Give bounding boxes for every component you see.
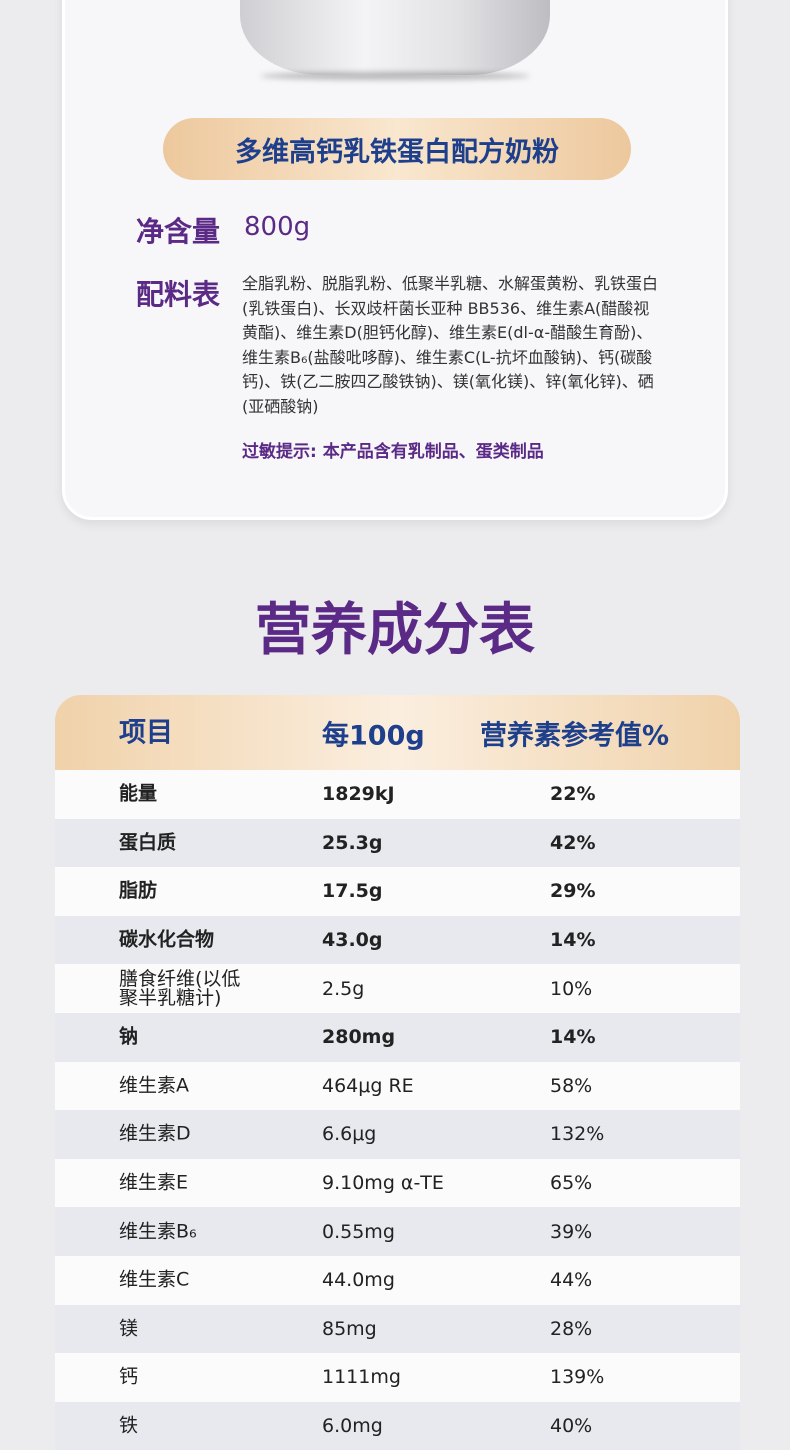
table-row: 碳水化合物 43.0g 14% <box>55 915 740 965</box>
per-100g-value: 2.5g <box>322 977 365 1000</box>
table-row: 钠 280mg 14% <box>55 1012 740 1062</box>
nutrient-name: 维生素C <box>119 1268 190 1291</box>
nrv-value: 42% <box>550 831 596 854</box>
ingredients-label: 配料表 <box>136 278 221 311</box>
per-100g-value: 1829kJ <box>322 783 395 806</box>
per-100g-value: 464μg RE <box>322 1074 414 1097</box>
nrv-value: 22% <box>550 783 596 806</box>
nutrient-name: 维生素E <box>119 1171 189 1194</box>
net-content-value: 800g <box>244 212 311 242</box>
per-100g-value: 17.5g <box>322 880 383 903</box>
product-can-image <box>240 0 550 75</box>
nrv-value: 58% <box>550 1074 593 1097</box>
nrv-value: 139% <box>550 1366 605 1389</box>
per-100g-value: 25.3g <box>322 831 383 854</box>
header-item: 项目 <box>119 717 173 748</box>
table-row: 维生素B₆ 0.55mg 39% <box>55 1207 740 1256</box>
nutrient-name: 脂肪 <box>119 879 158 902</box>
nutrient-name: 维生素B₆ <box>119 1220 197 1243</box>
nrv-value: 28% <box>550 1317 593 1340</box>
nutrient-name: 膳食纤维(以低聚半乳糖计) <box>119 967 241 1009</box>
product-info-card <box>62 0 728 520</box>
nrv-value: 29% <box>550 880 596 903</box>
nutrient-name: 蛋白质 <box>119 831 177 854</box>
nrv-value: 132% <box>550 1123 605 1146</box>
nutrient-name: 能量 <box>119 782 158 805</box>
nutrient-name: 碳水化合物 <box>119 928 215 951</box>
nutrient-name: 钠 <box>119 1025 139 1048</box>
nrv-value: 44% <box>550 1269 593 1292</box>
table-row: 铁 6.0mg 40% <box>55 1401 740 1450</box>
nrv-value: 39% <box>550 1220 593 1243</box>
per-100g-value: 0.55mg <box>322 1220 395 1243</box>
per-100g-value: 6.0mg <box>322 1415 383 1438</box>
per-100g-value: 85mg <box>322 1317 377 1340</box>
product-name-banner: 多维高钙乳铁蛋白配方奶粉 <box>163 118 631 180</box>
nutrient-name: 铁 <box>119 1414 139 1437</box>
per-100g-value: 9.10mg α-TE <box>322 1172 444 1195</box>
table-row: 维生素C 44.0mg 44% <box>55 1255 740 1305</box>
table-row: 镁 85mg 28% <box>55 1304 740 1354</box>
table-row: 钙 1111mg 139% <box>55 1353 740 1402</box>
table-row: 脂肪 17.5g 29% <box>55 867 740 916</box>
nrv-value: 14% <box>550 1026 596 1049</box>
nutrition-table: 项目 每100g 营养素参考值% 能量 1829kJ 22% 蛋白质 25.3g 42% 脂… <box>55 695 740 1450</box>
nutrient-name: 钙 <box>119 1365 139 1388</box>
table-row: 蛋白质 25.3g 42% <box>55 818 740 868</box>
per-100g-value: 43.0g <box>322 929 383 952</box>
nrv-value: 10% <box>550 977 593 1000</box>
nutrient-name: 镁 <box>119 1317 139 1340</box>
table-row: 能量 1829kJ 22% <box>55 770 740 819</box>
per-100g-value: 6.6μg <box>322 1123 377 1146</box>
can-shadow <box>260 72 530 80</box>
table-row: 维生素E 9.10mg α-TE 65% <box>55 1158 740 1208</box>
net-content-label: 净含量 <box>136 215 221 248</box>
table-row: 维生素D 6.6μg 132% <box>55 1110 740 1159</box>
header-per-100g: 每100g <box>322 720 425 751</box>
ingredients-text: 全脂乳粉、脱脂乳粉、低聚半乳糖、水解蛋黄粉、乳铁蛋白(乳铁蛋白)、长双歧杆菌长亚… <box>242 274 659 416</box>
nutrient-name: 维生素D <box>119 1122 191 1145</box>
nrv-value: 65% <box>550 1172 593 1195</box>
table-row: 膳食纤维(以低聚半乳糖计) 2.5g 10% <box>55 964 740 1013</box>
nrv-value: 14% <box>550 929 596 952</box>
per-100g-value: 280mg <box>322 1026 396 1049</box>
per-100g-value: 44.0mg <box>322 1269 395 1292</box>
nutrition-title: 营养成分表 <box>255 598 535 663</box>
allergy-warning: 过敏提示: 本产品含有乳制品、蛋类制品 <box>242 442 544 462</box>
per-100g-value: 1111mg <box>322 1366 401 1389</box>
table-header: 项目 每100g 营养素参考值% <box>55 695 740 770</box>
nrv-value: 40% <box>550 1415 593 1438</box>
table-row: 维生素A 464μg RE 58% <box>55 1061 740 1111</box>
nutrient-name: 维生素A <box>119 1074 189 1097</box>
header-nrv: 营养素参考值% <box>480 720 670 751</box>
